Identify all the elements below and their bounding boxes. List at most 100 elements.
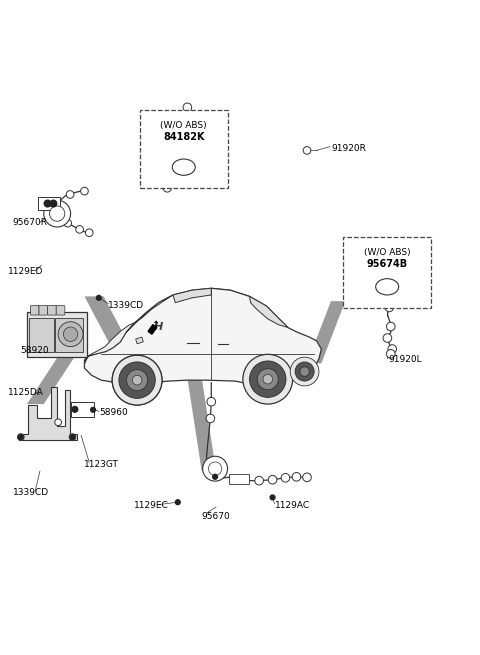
Circle shape bbox=[179, 146, 188, 155]
Circle shape bbox=[69, 434, 76, 440]
FancyBboxPatch shape bbox=[56, 305, 65, 315]
Polygon shape bbox=[250, 297, 288, 328]
Circle shape bbox=[58, 322, 83, 346]
Polygon shape bbox=[27, 349, 80, 404]
Text: (W/O ABS): (W/O ABS) bbox=[364, 248, 410, 257]
Circle shape bbox=[49, 206, 65, 221]
Circle shape bbox=[44, 200, 71, 227]
Text: 58920: 58920 bbox=[20, 346, 48, 355]
Circle shape bbox=[303, 473, 312, 481]
Circle shape bbox=[290, 357, 319, 386]
FancyBboxPatch shape bbox=[55, 318, 84, 352]
Text: ↑: ↑ bbox=[152, 320, 160, 330]
Circle shape bbox=[270, 495, 275, 500]
Polygon shape bbox=[211, 288, 250, 303]
Text: 1339CD: 1339CD bbox=[12, 488, 49, 497]
Text: 84182K: 84182K bbox=[163, 132, 204, 142]
Text: 1339CD: 1339CD bbox=[108, 301, 144, 310]
Circle shape bbox=[303, 147, 311, 154]
Circle shape bbox=[81, 187, 88, 195]
Text: 91920L: 91920L bbox=[388, 355, 422, 364]
Polygon shape bbox=[148, 325, 157, 334]
Circle shape bbox=[388, 345, 396, 353]
Circle shape bbox=[180, 113, 189, 121]
Circle shape bbox=[257, 369, 278, 390]
Circle shape bbox=[112, 355, 162, 405]
Text: H: H bbox=[154, 322, 163, 333]
Circle shape bbox=[213, 474, 217, 479]
Circle shape bbox=[85, 229, 93, 236]
Text: 95670R: 95670R bbox=[12, 217, 48, 227]
Circle shape bbox=[18, 435, 23, 440]
Circle shape bbox=[17, 434, 24, 440]
Circle shape bbox=[63, 327, 78, 341]
FancyBboxPatch shape bbox=[343, 237, 431, 308]
Circle shape bbox=[292, 472, 301, 481]
Circle shape bbox=[295, 362, 314, 381]
FancyBboxPatch shape bbox=[38, 197, 60, 210]
Circle shape bbox=[112, 355, 162, 405]
Polygon shape bbox=[187, 378, 216, 471]
FancyBboxPatch shape bbox=[71, 402, 94, 417]
Circle shape bbox=[66, 191, 74, 198]
Circle shape bbox=[91, 407, 96, 412]
Circle shape bbox=[132, 375, 142, 385]
FancyBboxPatch shape bbox=[29, 318, 54, 352]
Circle shape bbox=[384, 288, 393, 296]
Circle shape bbox=[268, 476, 277, 484]
Text: 1129ED: 1129ED bbox=[8, 267, 43, 276]
Circle shape bbox=[208, 462, 222, 476]
Circle shape bbox=[281, 474, 290, 482]
Polygon shape bbox=[173, 288, 211, 303]
FancyBboxPatch shape bbox=[27, 312, 87, 357]
FancyBboxPatch shape bbox=[30, 305, 39, 315]
Polygon shape bbox=[136, 337, 144, 344]
Circle shape bbox=[166, 179, 175, 188]
Circle shape bbox=[207, 398, 216, 406]
Text: 1123GT: 1123GT bbox=[84, 460, 120, 470]
Circle shape bbox=[72, 407, 78, 412]
Circle shape bbox=[182, 153, 191, 162]
Polygon shape bbox=[84, 297, 147, 378]
Circle shape bbox=[163, 183, 171, 192]
Polygon shape bbox=[307, 301, 345, 364]
Circle shape bbox=[70, 435, 75, 440]
Circle shape bbox=[183, 103, 192, 111]
Circle shape bbox=[203, 457, 228, 481]
Circle shape bbox=[383, 333, 392, 343]
Text: 1125DA: 1125DA bbox=[8, 388, 44, 397]
Circle shape bbox=[127, 369, 148, 390]
Circle shape bbox=[50, 200, 57, 207]
Polygon shape bbox=[19, 387, 77, 440]
Circle shape bbox=[243, 354, 293, 404]
Ellipse shape bbox=[376, 278, 399, 295]
Circle shape bbox=[119, 362, 156, 398]
Circle shape bbox=[76, 225, 84, 233]
FancyBboxPatch shape bbox=[140, 110, 228, 188]
Polygon shape bbox=[84, 288, 322, 386]
Text: 95670: 95670 bbox=[202, 512, 230, 521]
Circle shape bbox=[233, 476, 242, 484]
Polygon shape bbox=[126, 295, 173, 332]
Polygon shape bbox=[84, 323, 135, 364]
Circle shape bbox=[64, 219, 72, 227]
Text: 1129AC: 1129AC bbox=[275, 501, 310, 510]
Circle shape bbox=[300, 367, 310, 377]
Circle shape bbox=[96, 295, 101, 300]
Circle shape bbox=[173, 170, 182, 179]
Ellipse shape bbox=[172, 159, 195, 176]
Circle shape bbox=[44, 200, 51, 207]
FancyBboxPatch shape bbox=[48, 305, 56, 315]
Circle shape bbox=[255, 476, 264, 485]
FancyBboxPatch shape bbox=[228, 474, 249, 485]
Circle shape bbox=[386, 350, 395, 358]
Circle shape bbox=[386, 322, 395, 331]
Text: 95674B: 95674B bbox=[367, 259, 408, 269]
Text: 58960: 58960 bbox=[99, 408, 128, 417]
Circle shape bbox=[250, 361, 286, 398]
Circle shape bbox=[55, 419, 61, 426]
FancyBboxPatch shape bbox=[39, 305, 48, 315]
Text: (W/O ABS): (W/O ABS) bbox=[160, 121, 207, 130]
Text: 1129EC: 1129EC bbox=[134, 501, 168, 510]
Circle shape bbox=[206, 414, 215, 422]
